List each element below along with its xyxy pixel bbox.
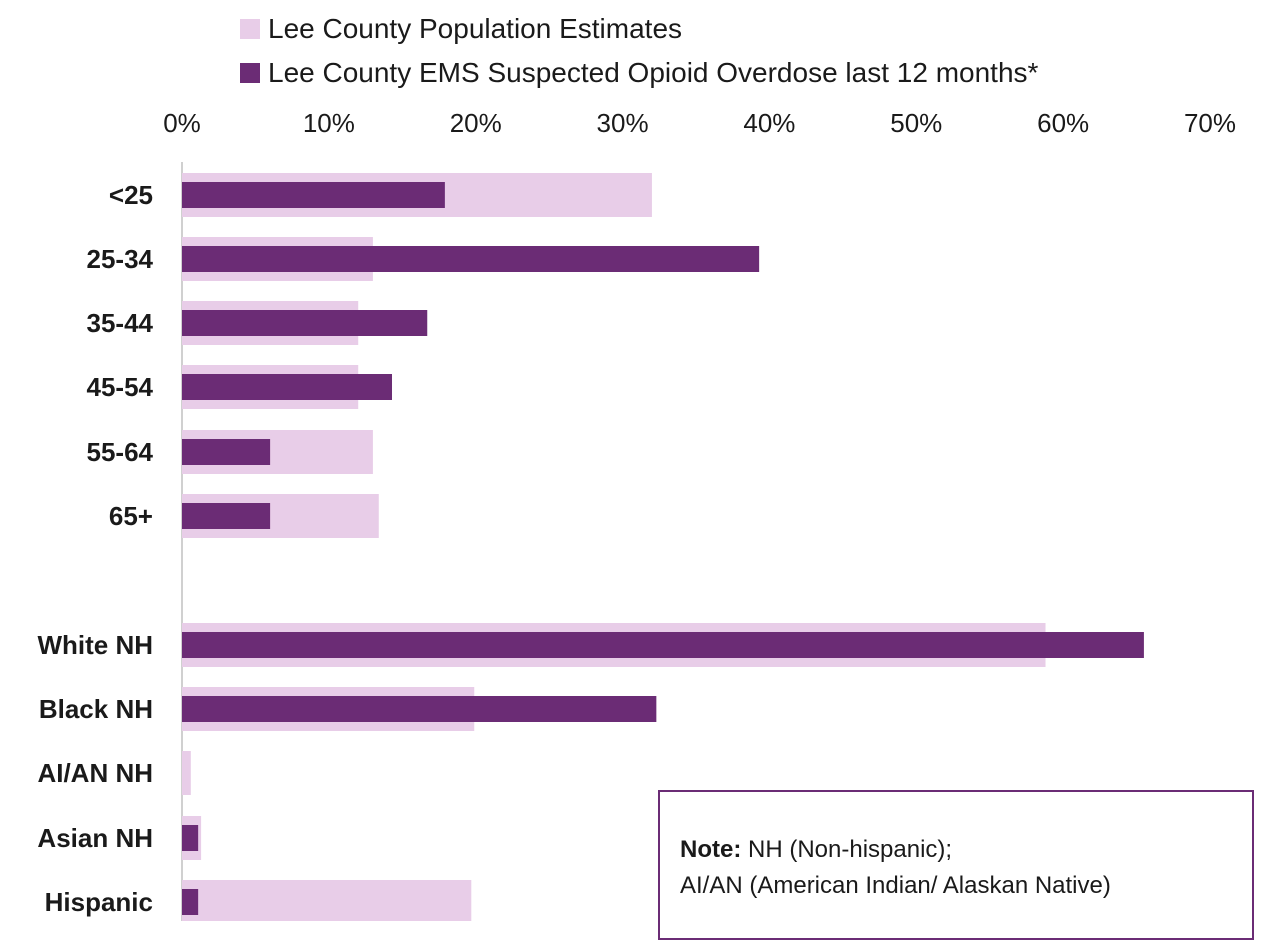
legend-item-population: Lee County Population Estimates bbox=[240, 10, 1038, 48]
x-tick-label: 60% bbox=[1037, 108, 1089, 138]
bar-ems bbox=[182, 439, 271, 465]
bar-chart: 0% 10% 20% 30% 40% 50% 60% 70% <25 25-34 35-44 45-5… bbox=[37, 108, 1236, 921]
category-label: Black NH bbox=[39, 694, 153, 724]
x-tick-label: 50% bbox=[890, 108, 942, 138]
bar-ems bbox=[182, 825, 199, 851]
note-line-1: NH (Non-hispanic); bbox=[741, 836, 953, 863]
bar-population bbox=[182, 751, 191, 795]
note-line-2: AI/AN (American Indian/ Alaskan Native) bbox=[680, 872, 1111, 899]
bar-ems bbox=[182, 503, 271, 529]
category-label: 45-54 bbox=[87, 372, 154, 402]
bar-ems bbox=[182, 632, 1144, 658]
bar-ems bbox=[182, 696, 657, 722]
note-label: Note: bbox=[680, 836, 742, 863]
category-label: Asian NH bbox=[37, 823, 153, 853]
x-tick-label: 0% bbox=[163, 108, 201, 138]
category-label: Hispanic bbox=[45, 887, 153, 917]
legend-swatch-population bbox=[240, 19, 260, 39]
category-label: 35-44 bbox=[87, 308, 154, 338]
bar-ems bbox=[182, 246, 760, 272]
x-tick-label: 40% bbox=[743, 108, 795, 138]
x-tick-label: 20% bbox=[450, 108, 502, 138]
bar-ems bbox=[182, 182, 445, 208]
category-label: 25-34 bbox=[87, 244, 154, 274]
bar-population bbox=[182, 880, 472, 921]
bar-ems bbox=[182, 310, 428, 336]
legend-label-population: Lee County Population Estimates bbox=[268, 13, 683, 44]
x-tick-label: 30% bbox=[597, 108, 649, 138]
x-tick-label: 10% bbox=[303, 108, 355, 138]
x-tick-label: 70% bbox=[1184, 108, 1236, 138]
category-label: 55-64 bbox=[87, 437, 154, 467]
bar-ems bbox=[182, 374, 393, 400]
category-label: <25 bbox=[109, 180, 153, 210]
legend: Lee County Population Estimates Lee Coun… bbox=[240, 10, 1038, 98]
category-label: White NH bbox=[37, 630, 153, 660]
note-box: Note: NH (Non-hispanic); AI/AN (American… bbox=[658, 790, 1254, 940]
legend-label-ems: Lee County EMS Suspected Opioid Overdose… bbox=[268, 57, 1039, 88]
category-label: 65+ bbox=[109, 501, 153, 531]
bar-ems bbox=[182, 889, 199, 915]
category-label: AI/AN NH bbox=[37, 758, 153, 788]
legend-item-ems: Lee County EMS Suspected Opioid Overdose… bbox=[240, 54, 1038, 92]
legend-swatch-ems bbox=[240, 63, 260, 83]
